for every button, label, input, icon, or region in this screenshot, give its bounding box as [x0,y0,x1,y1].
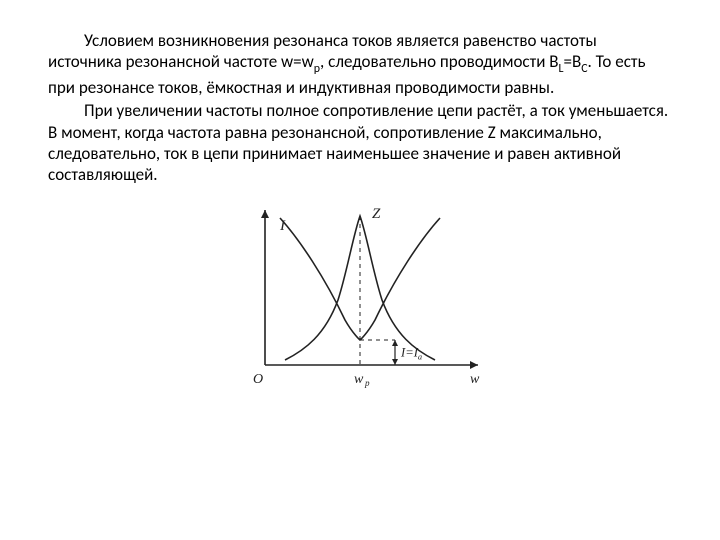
p2-text: При увеличении частоты полное сопротивле… [48,100,668,185]
p1-text-c: =B [563,51,581,72]
label-z-curve: Z [372,206,381,222]
paragraph-2: При увеличении частоты полное сопротивле… [48,100,672,186]
label-wp-sub: p [364,378,370,388]
p1-sub-l: L [558,62,563,76]
label-i-equals-ia: I=I [400,345,419,359]
p1-sub-c: C [581,62,587,76]
paragraph-1: Условием возникновения резонанса токов я… [48,30,672,98]
p1-sub-p: p [314,62,320,76]
label-w-axis: w [470,372,480,387]
label-wp: w [354,372,364,387]
label-origin: O [253,372,263,387]
label-i-curve: I [279,218,286,234]
ia-height-arrow [392,340,398,365]
resonance-chart: O w w p I Z I=I a [230,200,490,400]
label-ia-sub: a [418,352,422,361]
document-page: Условием возникновения резонанса токов я… [0,0,720,400]
p1-text-b: , следовательно проводимости B [320,51,558,72]
